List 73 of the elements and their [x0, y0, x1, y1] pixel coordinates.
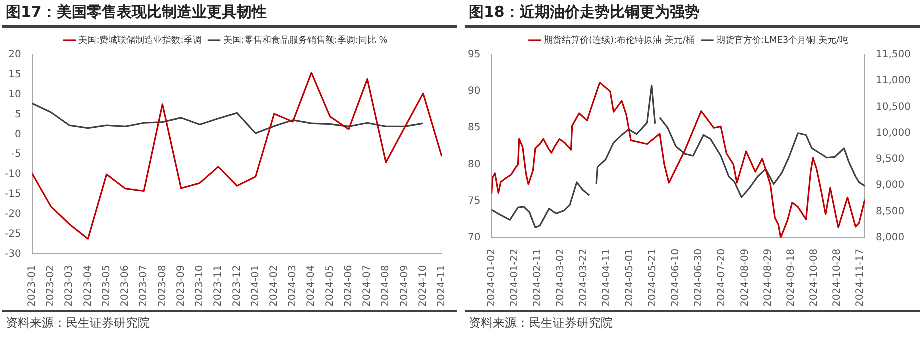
y2-tick-label: 11,500 — [876, 50, 912, 61]
x-tick-label: 2024-05-21 — [648, 248, 659, 308]
x-tick-label: 2024-07-20 — [716, 248, 728, 308]
x-tick-label: 2024-09 — [399, 265, 410, 308]
x-tick-label: 2024-03-22 — [578, 248, 590, 308]
x-tick-label: 2024-06 — [343, 265, 354, 308]
x-tick-label: 2024-02-11 — [532, 248, 544, 308]
chart-title: 图17：美国零售表现比制造业更具韧性 — [2, 0, 457, 28]
x-tick-label: 2024-09-18 — [786, 248, 797, 308]
x-tick-label: 2024-08 — [380, 265, 392, 308]
x-tick-label: 2024-07 — [362, 265, 374, 308]
y-tick-label: 90 — [468, 86, 481, 98]
x-tick-label: 2023-02 — [46, 265, 57, 308]
y-tick-label: -10 — [4, 169, 22, 180]
text: 资料来源：民生证券研究院 — [465, 312, 920, 335]
x-tick-label: 2024-10-08 — [808, 248, 820, 308]
x-tick-label: 2024-11-17 — [854, 248, 866, 308]
x-tick-label: 2024-08-09 — [740, 248, 751, 308]
x-tick-label: 2024-01-02 — [486, 248, 498, 308]
chart-title: 图18：近期油价走势比铜更为强势 — [465, 0, 920, 28]
x-tick-label: 2023-12 — [232, 265, 243, 308]
x-tick-label: 2024-02 — [269, 265, 280, 308]
text: 资料来源：民生证券研究院 — [2, 312, 457, 335]
x-tick-label: 2024-03 — [288, 265, 299, 308]
y2-tick-label: 9,000 — [876, 180, 905, 192]
legend-label: 美国:费城联储制造业指数:季调 — [78, 34, 202, 46]
x-tick-label: 2023-09 — [176, 265, 187, 308]
x-tick-label: 2023-01 — [26, 265, 38, 308]
x-tick-label: 2023-10 — [194, 265, 206, 308]
y-tick-label: -15 — [4, 189, 22, 200]
y-tick-label: 95 — [468, 50, 481, 61]
y-tick-label: 20 — [8, 50, 22, 61]
x-tick-label: 2024-05-01 — [624, 248, 636, 308]
x-tick-label: 2024-05 — [324, 265, 336, 308]
y-tick-label: 85 — [468, 122, 481, 134]
legend-label: 期货结算价(连续):布伦特原油 美元/桶 — [544, 34, 695, 46]
y2-tick-label: 10,000 — [876, 128, 912, 139]
y-tick-label: -20 — [4, 208, 22, 220]
y-tick-label: 10 — [8, 89, 22, 100]
x-tick-label: 2024-01 — [250, 265, 262, 308]
x-tick-label: 2024-08-29 — [762, 248, 774, 308]
x-tick-label: 2023-03 — [64, 265, 76, 308]
x-tick-label: 2023-04 — [82, 265, 94, 308]
x-tick-label: 2024-01-22 — [509, 248, 520, 308]
x-tick-label: 2024-10 — [418, 265, 429, 308]
y-tick-label: 75 — [468, 196, 481, 207]
x-tick-label: 2024-03-02 — [555, 248, 566, 308]
x-tick-label: 2024-04 — [306, 265, 318, 308]
y-tick-label: 5 — [14, 109, 22, 120]
x-tick-label: 2024-04-11 — [602, 248, 613, 308]
y-tick-label: -30 — [4, 248, 22, 260]
y2-tick-label: 11,000 — [876, 76, 912, 87]
y2-tick-label: 10,500 — [876, 102, 912, 113]
x-tick-label: 2023-05 — [101, 265, 112, 308]
legend-label: 期货官方价:LME3个月铜 美元/吨 — [716, 34, 849, 46]
y2-tick-label: 8,000 — [876, 232, 905, 244]
x-tick-label: 2023-08 — [157, 265, 168, 308]
y2-tick-label: 8,500 — [876, 206, 905, 218]
y-tick-label: -25 — [4, 228, 22, 240]
x-tick-label: 2023-06 — [120, 265, 132, 308]
x-tick-label: 2024-10-28 — [832, 248, 843, 308]
legend-label: 美国:零售和食品服务销售额:季调:同比 % — [223, 34, 388, 46]
y-tick-label: 0 — [14, 129, 22, 140]
x-tick-label: 2023-07 — [138, 265, 150, 308]
y2-tick-label: 9,500 — [876, 154, 905, 166]
x-tick-label: 2023-11 — [213, 265, 224, 308]
y-tick-label: 80 — [468, 159, 481, 170]
y-tick-label: 70 — [468, 232, 481, 244]
x-tick-label: 2024-06-10 — [670, 248, 682, 308]
y-tick-label: 15 — [8, 70, 22, 81]
y-tick-label: -5 — [11, 149, 22, 160]
x-tick-label: 2024-06-30 — [694, 248, 705, 308]
x-tick-label: 2024-11 — [436, 265, 448, 308]
